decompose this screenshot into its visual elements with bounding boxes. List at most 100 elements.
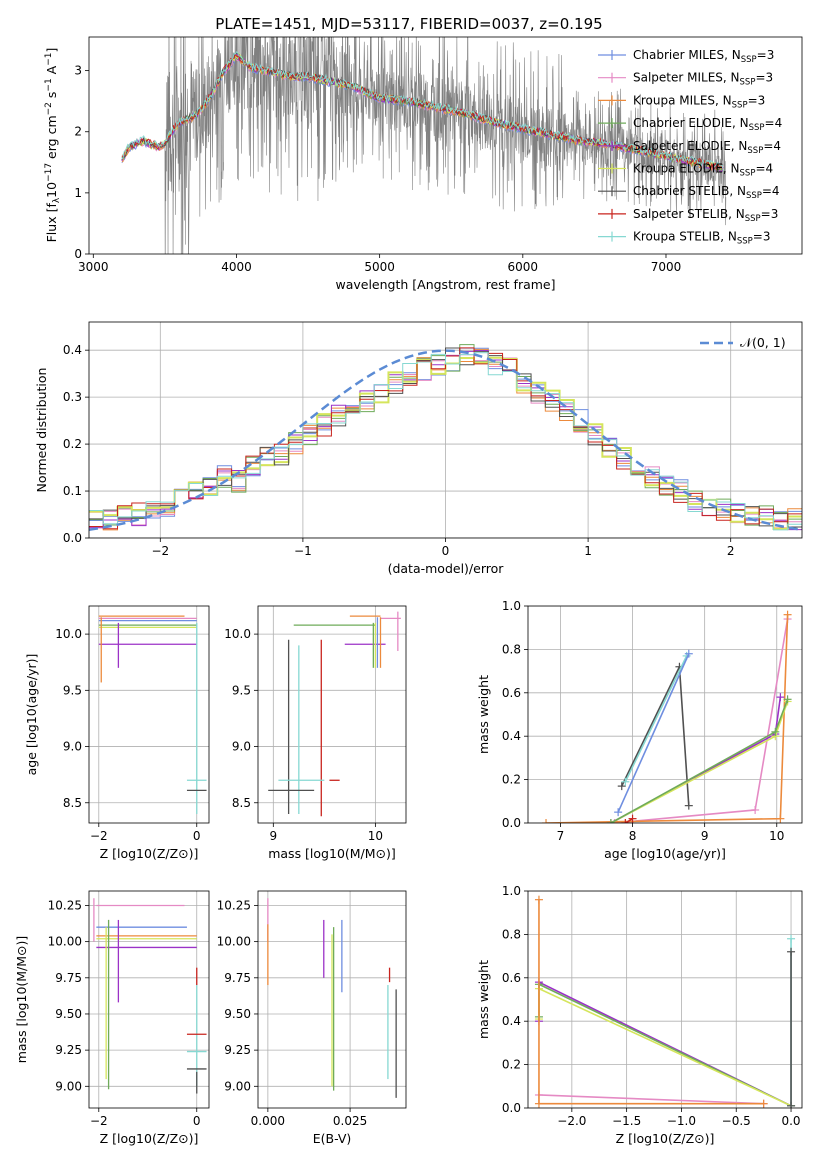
x-tick-label: 0.000 <box>251 1114 285 1128</box>
y-tick-label: 8.5 <box>63 796 82 810</box>
x-tick-label: −1 <box>294 544 312 558</box>
x-axis-label: age [log10(age/yr)] <box>604 846 726 861</box>
y-tick-label: 0.3 <box>63 390 82 404</box>
series-line <box>624 655 688 783</box>
plot-area <box>121 37 727 254</box>
y-tick-label: 0.0 <box>502 816 521 830</box>
y-tick-label: 9.50 <box>224 1007 251 1021</box>
x-tick-label: 3000 <box>78 260 109 274</box>
series-line <box>538 899 764 1105</box>
legend-label: Chabrier STELIB, NSSP=4 <box>633 184 780 201</box>
x-tick-label: −1.5 <box>612 1114 641 1128</box>
y-tick-label: 10.0 <box>55 627 82 641</box>
y-tick-label: 0.6 <box>502 686 521 700</box>
histogram-step <box>89 352 802 531</box>
y-tick-label: 10.00 <box>48 935 82 949</box>
y-tick-label: 9.50 <box>55 1007 82 1021</box>
x-tick-label: 6000 <box>508 260 539 274</box>
legend-text: Kroupa MILES, N <box>633 93 732 107</box>
y-tick-label: 0.4 <box>63 343 82 357</box>
y-tick-label: 0 <box>74 247 82 261</box>
y-tick-label: 0.4 <box>502 1014 521 1028</box>
legend-label: Chabrier ELODIE, NSSP=4 <box>633 116 782 133</box>
y-tick-label: 1.0 <box>502 884 521 898</box>
y-axis-label-part: −17 <box>44 163 54 182</box>
axes-frame <box>88 321 803 539</box>
legend-label: Salpeter ELODIE, NSSP=4 <box>633 139 781 156</box>
legend-text: Salpeter MILES, N <box>633 71 740 85</box>
axes-frame <box>88 890 210 1109</box>
y-tick-label: 9.00 <box>224 1079 251 1093</box>
x-axis-label: Z [log10(Z/Z⊙)] <box>616 1131 715 1146</box>
legend-value: =4 <box>763 139 781 153</box>
y-tick-label: 0.1 <box>63 484 82 498</box>
y-tick-label: 0.2 <box>502 773 521 787</box>
y-axis-label-part: λ <box>52 197 62 203</box>
y-tick-label: 1.0 <box>502 599 521 613</box>
y-tick-label: 0.6 <box>502 971 521 985</box>
plot-area <box>89 606 209 823</box>
legend-value: =3 <box>753 230 771 244</box>
legend-sub: SSP <box>749 123 765 133</box>
series-line <box>538 1094 764 1105</box>
data-spectrum <box>164 37 727 254</box>
spectrum: 3000 4000 5000 6000 7000 0 1 2 3 wavelength [Angs… <box>44 36 803 292</box>
x-tick-label: −2.0 <box>557 1114 586 1128</box>
x-tick-label: 4000 <box>221 260 252 274</box>
legend-text: Chabrier STELIB, N <box>633 184 746 198</box>
x-tick-label: 5000 <box>364 260 395 274</box>
legend-value: =3 <box>761 207 779 221</box>
series-line <box>624 817 633 823</box>
x-axis-label: E(B-V) <box>313 1131 352 1146</box>
weight-vs-age: 7 8 9 10 0.0 0.2 0.4 0.6 0.8 1.0 age [log10(age/yr… <box>476 599 803 861</box>
axes-frame <box>527 605 803 824</box>
legend-label: Chabrier MILES, NSSP=3 <box>633 48 774 65</box>
x-tick-label: 10 <box>769 829 784 843</box>
y-axis-label-part: s <box>44 92 59 103</box>
y-tick-label: 10.25 <box>48 898 82 912</box>
legend-value: =4 <box>765 116 783 130</box>
plot-area <box>89 891 209 1108</box>
x-axis-label: (data-model)/error <box>388 561 505 576</box>
y-tick-label: 0.8 <box>502 927 521 941</box>
histogram-step <box>89 347 802 528</box>
x-tick-label: 7000 <box>651 260 682 274</box>
y-tick-label: 0.0 <box>63 531 82 545</box>
legend-sub: SSP <box>740 169 756 179</box>
y-tick-label: 9.25 <box>224 1043 251 1057</box>
plot-area <box>258 891 406 1108</box>
y-tick-label: 9.5 <box>63 683 82 697</box>
legend-sub: SSP <box>740 78 756 88</box>
x-tick-label: −2 <box>90 1114 108 1128</box>
y-tick-label: 0.8 <box>502 642 521 656</box>
age-vs-mass: 9 10 8.5 9.0 9.5 10.0 mass [log10(M/M⊙)] <box>224 605 407 861</box>
x-tick-label: 0.0 <box>781 1114 800 1128</box>
x-tick-label: −1.0 <box>667 1114 696 1128</box>
series-line <box>617 653 690 813</box>
y-axis-label-part: −2 <box>44 102 54 115</box>
legend-value: =3 <box>755 71 773 85</box>
legend-label: Kroupa STELIB, NSSP=3 <box>633 230 771 247</box>
legend-text: Salpeter STELIB, N <box>633 207 745 221</box>
axes-frame <box>88 36 803 255</box>
weight-vs-z: −2.0 −1.5 −1.0 −0.5 0.0 0.0 0.2 0.4 0.6 0.8 1.0 Z [… <box>476 884 803 1146</box>
y-axis-label: mass [log10(M/M⊙)] <box>14 936 29 1064</box>
axes-frame <box>527 890 803 1109</box>
y-axis-label: Flux [fλ10−17 erg cm−2 s−1 A−1] <box>44 48 62 243</box>
legend-label: Kroupa MILES, NSSP=3 <box>633 93 765 110</box>
axes-frame <box>257 605 407 824</box>
series-line <box>538 987 792 1107</box>
x-tick-label: 0 <box>442 544 450 558</box>
legend-label: Salpeter STELIB, NSSP=3 <box>633 207 778 224</box>
y-tick-label: 10.0 <box>224 627 251 641</box>
x-axis-label: Z [log10(Z/Z⊙)] <box>100 1131 199 1146</box>
axes-frame <box>88 605 210 824</box>
legend-text: Chabrier MILES, N <box>633 48 741 62</box>
legend-sub: SSP <box>737 237 753 247</box>
y-tick-label: 0.2 <box>63 437 82 451</box>
x-tick-label: −2 <box>90 829 108 843</box>
x-tick-label: −0.5 <box>722 1114 751 1128</box>
legend-value: =3 <box>748 93 766 107</box>
x-tick-label: −2 <box>151 544 169 558</box>
